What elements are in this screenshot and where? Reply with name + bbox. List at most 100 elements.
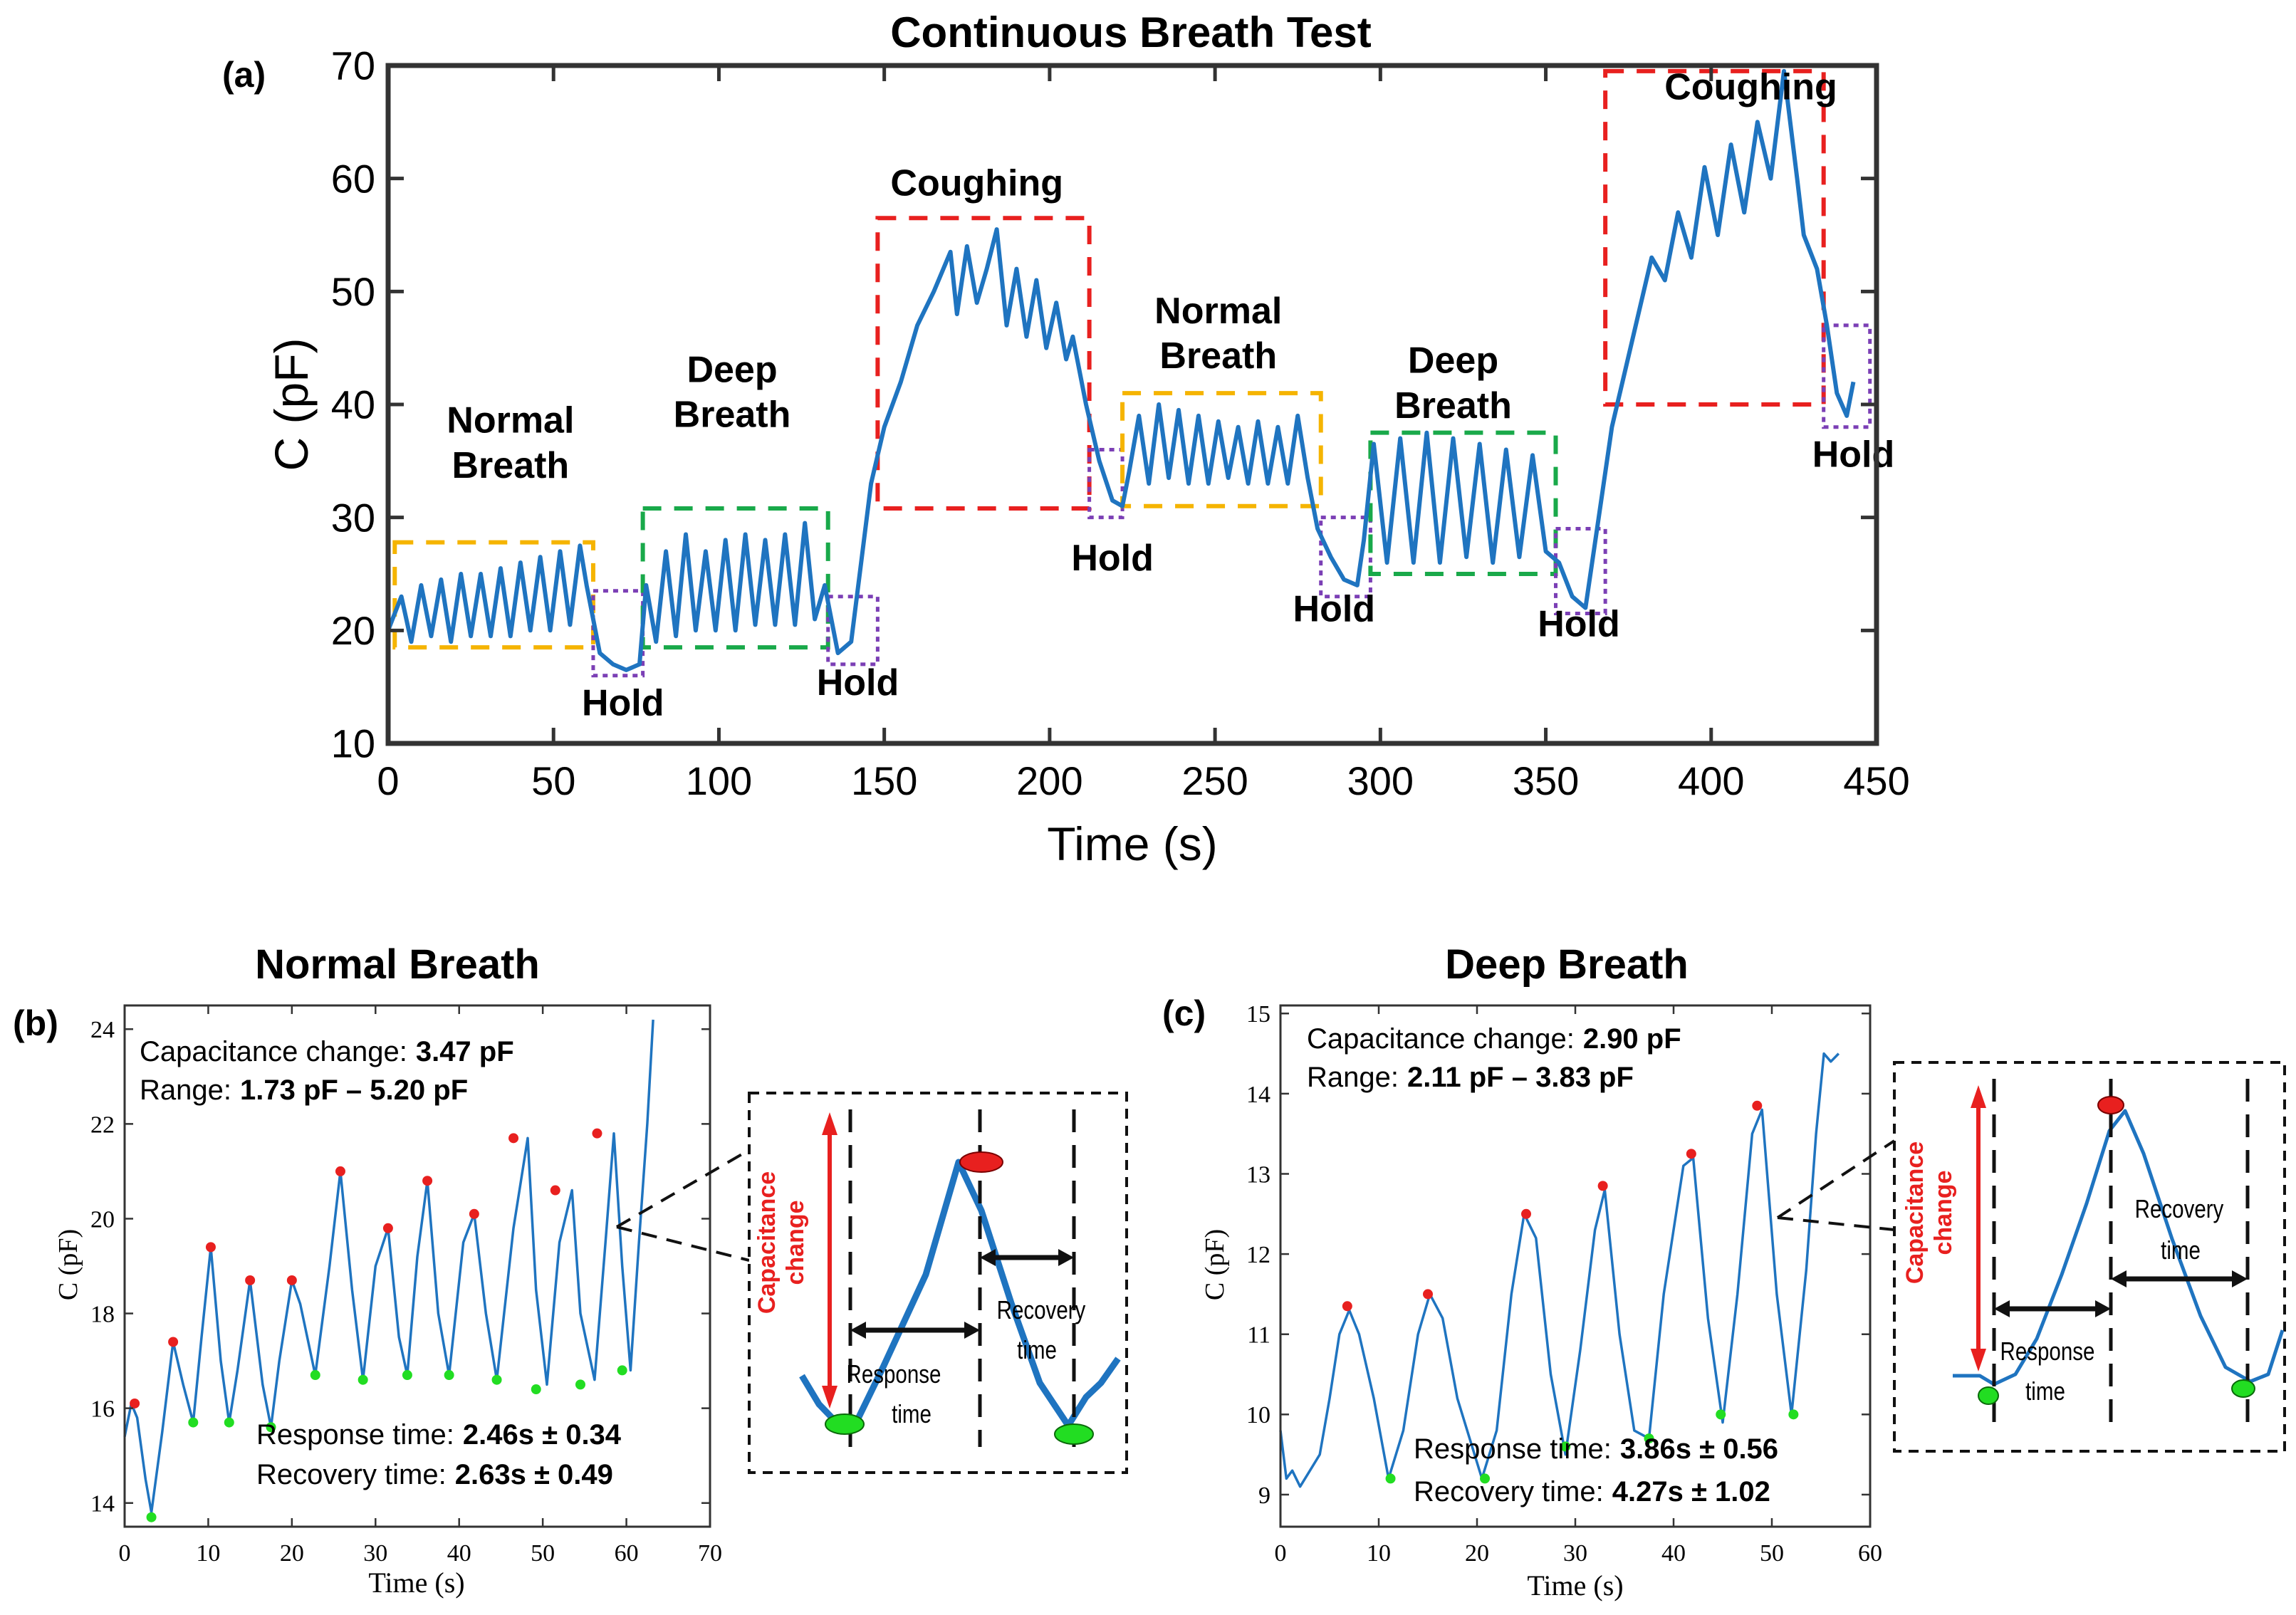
panel-a-annotation: Breath bbox=[1394, 385, 1512, 427]
panel-a-annotation: Hold bbox=[582, 682, 664, 723]
panel-b-ytick-label: 18 bbox=[90, 1301, 115, 1327]
panel-a-ytick-label: 20 bbox=[331, 608, 375, 653]
panel-a-xtick-label: 150 bbox=[851, 758, 917, 803]
inset-b-peak-marker bbox=[959, 1151, 1003, 1173]
peak-marker bbox=[245, 1275, 256, 1285]
panel-a-annotation: Breath bbox=[674, 394, 791, 436]
valley-marker bbox=[1560, 1441, 1571, 1452]
panel-c-stats-top: Capacitance change: 2.90 pF Range: 2.11 pF… bbox=[1307, 1023, 1681, 1093]
peak-marker bbox=[335, 1166, 345, 1176]
deep-box bbox=[640, 506, 830, 650]
valley-marker bbox=[310, 1370, 320, 1381]
panel-c-inset-frame bbox=[1893, 1061, 2286, 1453]
valley-marker bbox=[1716, 1409, 1726, 1420]
valley-marker bbox=[1480, 1473, 1491, 1484]
panel-c-xtick-label: 30 bbox=[1563, 1540, 1587, 1567]
peak-marker bbox=[508, 1133, 519, 1144]
normal-box bbox=[1120, 391, 1323, 508]
panel-b-ytick-label: 20 bbox=[90, 1206, 115, 1233]
inset-c-recovery-arrowhead-right bbox=[2232, 1270, 2248, 1287]
inset-b-valley-marker-1 bbox=[825, 1413, 865, 1435]
inset-c-valley-marker-1 bbox=[1978, 1386, 1999, 1405]
peak-marker bbox=[382, 1223, 393, 1233]
panel-c-xtick-label: 0 bbox=[1275, 1540, 1287, 1567]
panel-b: Normal Breath (b) 0 10 20 30 40 50 60 70 14 16 18… bbox=[13, 941, 1128, 1599]
valley-marker bbox=[266, 1422, 276, 1433]
panel-a-title: Continuous Breath Test bbox=[890, 9, 1372, 56]
panel-c-xtick-label: 10 bbox=[1367, 1540, 1391, 1567]
inset-c-response-arrowhead-left bbox=[1994, 1300, 2010, 1317]
valley-marker bbox=[188, 1417, 199, 1428]
peak-marker bbox=[592, 1128, 602, 1139]
panel-c-label: (c) bbox=[1162, 993, 1206, 1033]
valley-marker bbox=[617, 1365, 627, 1376]
rec-label: Recovery time: bbox=[256, 1459, 447, 1490]
inset-b-recovery-arrowhead-left bbox=[980, 1249, 996, 1266]
panel-a-annotation: Normal bbox=[447, 400, 574, 441]
panel-a-ytick-label: 50 bbox=[331, 269, 375, 314]
peak-marker bbox=[422, 1176, 433, 1186]
peak-marker bbox=[1423, 1289, 1433, 1300]
panel-a-annotation: Hold bbox=[1293, 589, 1376, 630]
inset-b-recovery-arrowhead-right bbox=[1058, 1249, 1074, 1266]
valley-marker bbox=[1644, 1433, 1654, 1444]
panel-b-frame bbox=[123, 1004, 711, 1528]
panel-b-xtick-label: 60 bbox=[615, 1540, 639, 1567]
hold-box bbox=[591, 589, 645, 678]
panel-a-annotation: Hold bbox=[1812, 434, 1895, 475]
hold-box bbox=[826, 595, 880, 667]
panel-c: Deep Breath (c) 0 10 20 30 40 50 60 9 10 11 12 13 1… bbox=[1162, 941, 2286, 1601]
panel-a-annotation: Deep bbox=[1408, 340, 1498, 382]
valley-marker bbox=[575, 1379, 585, 1390]
panel-a-annotation: Coughing bbox=[1664, 67, 1837, 108]
peak-marker bbox=[1597, 1181, 1608, 1191]
panel-b-stats-bottom: Response time: 2.46s ± 0.34 Recovery time… bbox=[256, 1419, 622, 1490]
range-value: 1.73 pF – 5.20 pF bbox=[240, 1075, 468, 1106]
panel-a-series-line bbox=[386, 68, 1856, 672]
panel-c-ytick-label: 10 bbox=[1246, 1402, 1270, 1428]
panel-b-recovery-line: Recovery time: 2.63s ± 0.49 bbox=[256, 1459, 613, 1490]
inset-c-recovery-arrowhead-left bbox=[2111, 1270, 2127, 1287]
valley-marker bbox=[491, 1374, 502, 1385]
inset-c-recovery-label-2: time bbox=[2161, 1235, 2201, 1264]
inset-b-response-label-2: time bbox=[892, 1399, 932, 1428]
inset-b-response-arrowhead-right bbox=[964, 1322, 980, 1339]
resp-value: 2.46s ± 0.34 bbox=[463, 1419, 622, 1451]
normal-box bbox=[392, 540, 595, 650]
panel-a-xtick-label: 0 bbox=[377, 758, 399, 803]
panel-a-annotation: Breath bbox=[1159, 335, 1277, 377]
peak-marker bbox=[168, 1337, 179, 1347]
panel-c-ylabel: C (pF) bbox=[1200, 1229, 1230, 1300]
panel-c-inset: Capacitance change Response time Recover… bbox=[1893, 1061, 2286, 1453]
inset-b-response-arrowhead-left bbox=[850, 1322, 866, 1339]
panel-a-annotation: Hold bbox=[817, 662, 899, 704]
panel-a-label: (a) bbox=[222, 55, 266, 95]
panel-a-xlabel: Time (s) bbox=[1047, 817, 1218, 870]
panel-c-range-line: Range: 2.11 pF – 3.83 pF bbox=[1307, 1062, 1634, 1093]
panel-c-xlabel: Time (s) bbox=[1527, 1569, 1623, 1601]
panel-a: Continuous Breath Test (a) Normal Breath H… bbox=[222, 9, 1910, 870]
inset-b-cap-label-2: change bbox=[782, 1200, 809, 1285]
panel-b-xtick-label: 10 bbox=[196, 1540, 220, 1567]
panel-c-xtick-label: 60 bbox=[1858, 1540, 1882, 1567]
peak-marker bbox=[286, 1275, 297, 1285]
panel-b-response-line: Response time: 2.46s ± 0.34 bbox=[256, 1419, 622, 1451]
panel-c-xtick-label: 40 bbox=[1661, 1540, 1686, 1567]
range-label: Range: bbox=[140, 1075, 231, 1106]
panel-c-zoom-line-lower bbox=[1777, 1216, 1895, 1231]
inset-b-recovery-label-2: time bbox=[1017, 1335, 1057, 1364]
inset-b-cap-arrowhead-up bbox=[822, 1112, 837, 1135]
inset-c-response-label-1: Response bbox=[2000, 1337, 2095, 1365]
panel-a-ytick-label: 30 bbox=[331, 495, 375, 540]
rec-value: 4.27s ± 1.02 bbox=[1612, 1476, 1770, 1507]
inset-c-recovery-label-1: Recovery bbox=[2135, 1194, 2224, 1223]
panel-b-xtick-label: 20 bbox=[280, 1540, 304, 1567]
panel-a-ytick-label: 70 bbox=[331, 43, 375, 88]
panel-a-xtick-label: 400 bbox=[1678, 758, 1744, 803]
deep-box bbox=[1368, 430, 1558, 577]
rec-value: 2.63s ± 0.49 bbox=[455, 1459, 613, 1490]
hold-box bbox=[1553, 527, 1607, 616]
panel-a-xtick-label: 100 bbox=[686, 758, 752, 803]
peak-marker bbox=[1521, 1208, 1531, 1219]
panel-a-ytick-label: 60 bbox=[331, 156, 375, 201]
